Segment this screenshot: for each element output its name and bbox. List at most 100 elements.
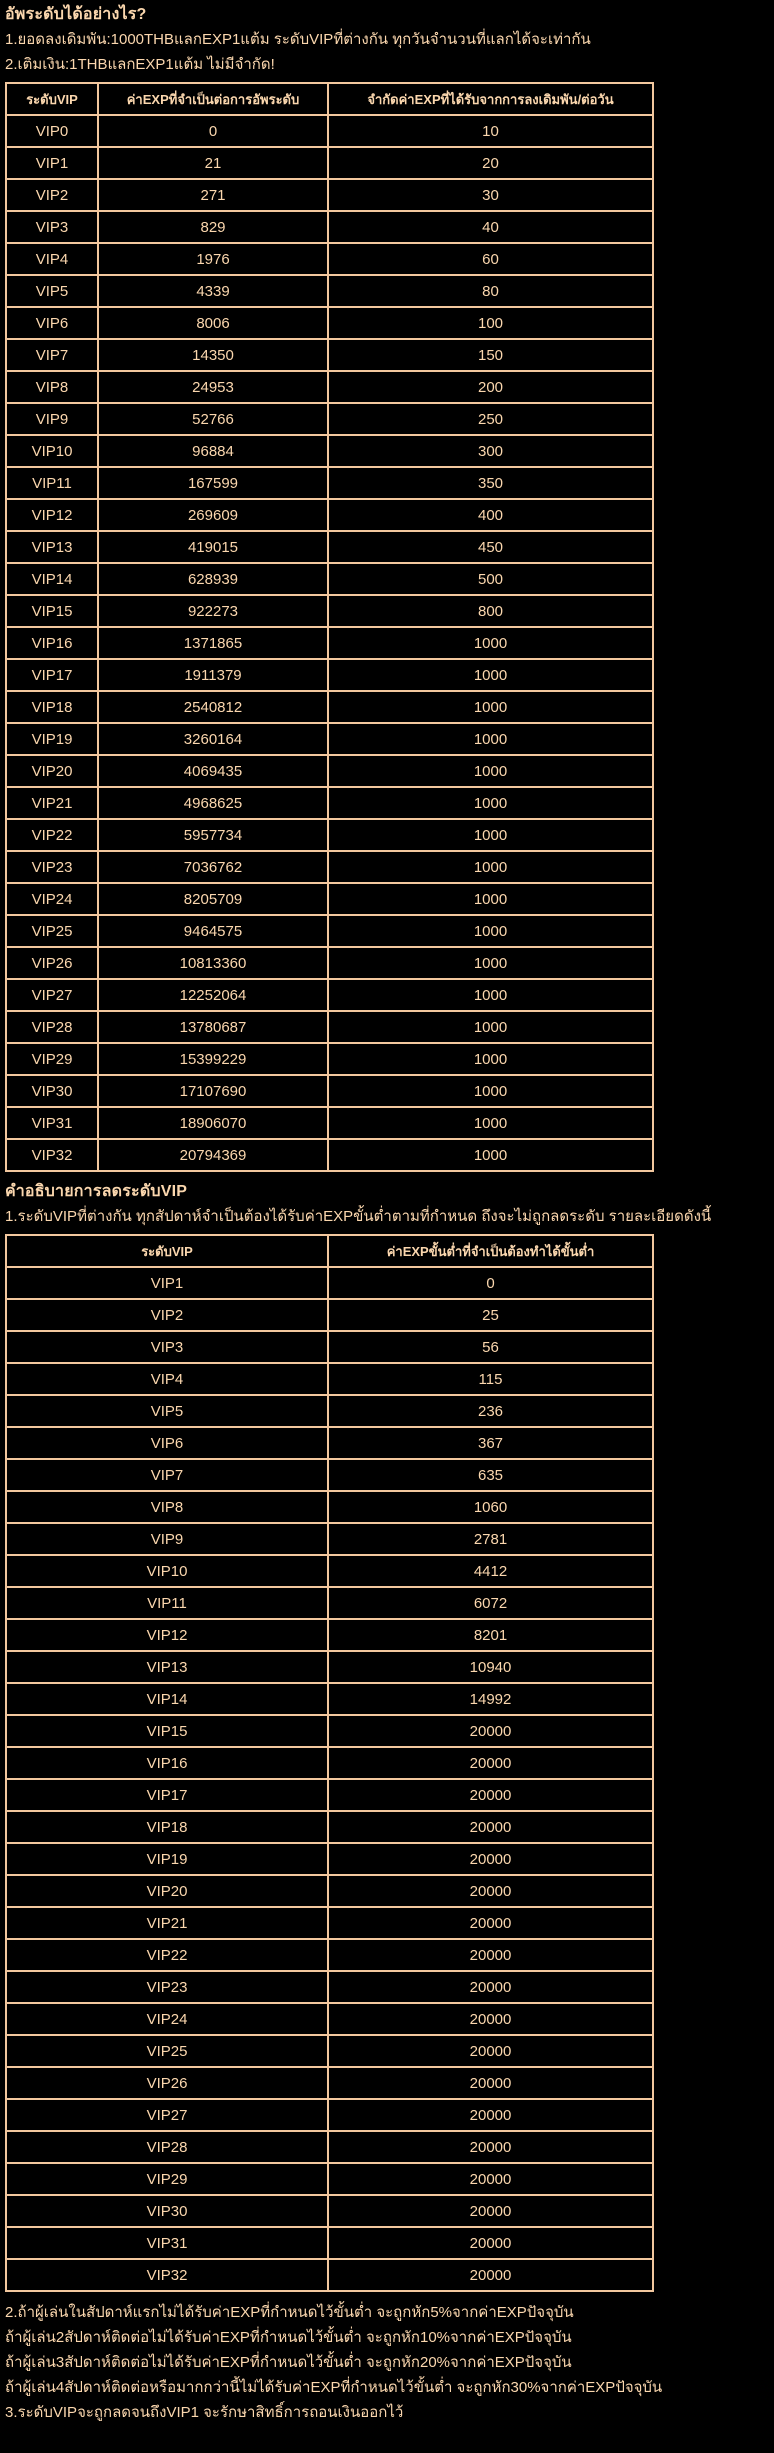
table-cell: 8201 (327, 1618, 654, 1652)
table-cell: 150 (327, 338, 654, 372)
table-cell: 20000 (327, 2130, 654, 2164)
table-row: VIP18 2540812 1000 (5, 690, 654, 724)
table-cell: 12252064 (97, 978, 329, 1012)
table-row: VIP19 20000 (5, 1842, 654, 1876)
demotion-penalty-text: 2.ถ้าผู้เล่นในสัปดาห์แรกไม่ได้รับค่าEXPท… (5, 2300, 769, 2425)
how-to-level-up-text: 1.ยอดลงเดิมพัน:1000THBแลกEXP1แต้ม ระดับV… (5, 27, 769, 77)
demotion-heading: คำอธิบายการลดระดับVIP (5, 1183, 188, 1200)
table-cell: VIP2 (5, 178, 99, 212)
table-cell: 1000 (327, 1042, 654, 1076)
table-row: VIP29 15399229 1000 (5, 1042, 654, 1076)
table-row: VIP14 628939 500 (5, 562, 654, 596)
table-cell: 829 (97, 210, 329, 244)
table-cell: VIP20 (5, 754, 99, 788)
table-row: VIP13 10940 (5, 1650, 654, 1684)
table-cell: VIP23 (5, 1970, 329, 2004)
table-cell: VIP26 (5, 946, 99, 980)
table-row: VIP23 7036762 1000 (5, 850, 654, 884)
table-cell: 10813360 (97, 946, 329, 980)
table-cell: 450 (327, 530, 654, 564)
table-row: VIP7 14350 150 (5, 338, 654, 372)
table-row: VIP24 8205709 1000 (5, 882, 654, 916)
table-cell: VIP16 (5, 1746, 329, 1780)
table-cell: 17107690 (97, 1074, 329, 1108)
table-cell: 20000 (327, 2258, 654, 2292)
table-cell: 20000 (327, 1746, 654, 1780)
table-cell: VIP6 (5, 1426, 329, 1460)
table-cell: VIP17 (5, 1778, 329, 1812)
table-cell: VIP22 (5, 818, 99, 852)
table-cell: VIP2 (5, 1298, 329, 1332)
table-cell: 80 (327, 274, 654, 308)
text-line: ถ้าผู้เล่น3สัปดาห์ติดต่อไม่ได้รับค่าEXPท… (5, 2354, 572, 2371)
table-cell: 4412 (327, 1554, 654, 1588)
table-cell: VIP6 (5, 306, 99, 340)
table-row: VIP4 1976 60 (5, 242, 654, 276)
text-line: 3.ระดับVIPจะถูกลดจนถึงVIP1 จะรักษาสิทธิ์… (5, 2404, 404, 2421)
table-cell: VIP9 (5, 402, 99, 436)
table-row: VIP10 96884 300 (5, 434, 654, 468)
table-cell: VIP28 (5, 2130, 329, 2164)
table-cell: VIP10 (5, 1554, 329, 1588)
table-cell: 20 (327, 146, 654, 180)
table-cell: VIP15 (5, 594, 99, 628)
table-cell: 0 (97, 114, 329, 148)
table-cell: 4069435 (97, 754, 329, 788)
vip-retention-table: ระดับVIP ค่าEXPขั้นต่ำที่จำเป็นต้องทำได้ข… (5, 1234, 654, 2292)
table-cell: 1060 (327, 1490, 654, 1524)
table-row: VIP29 20000 (5, 2162, 654, 2196)
table-header-row: ระดับVIP ค่าEXPขั้นต่ำที่จำเป็นต้องทำได้ข… (5, 1234, 654, 1268)
table-row: VIP28 20000 (5, 2130, 654, 2164)
table-row: VIP26 20000 (5, 2066, 654, 2100)
table-row: VIP12 269609 400 (5, 498, 654, 532)
table-cell: 18906070 (97, 1106, 329, 1140)
table-row: VIP27 20000 (5, 2098, 654, 2132)
table-row: VIP11 167599 350 (5, 466, 654, 500)
table-cell: VIP27 (5, 978, 99, 1012)
table-cell: 9464575 (97, 914, 329, 948)
table-cell: 40 (327, 210, 654, 244)
table-cell: 20000 (327, 2002, 654, 2036)
table-row: VIP32 20794369 1000 (5, 1138, 654, 1172)
table-cell: VIP24 (5, 2002, 329, 2036)
table-cell: 13780687 (97, 1010, 329, 1044)
table-cell: VIP22 (5, 1938, 329, 1972)
table-cell: 10 (327, 114, 654, 148)
table-cell: 500 (327, 562, 654, 596)
table-cell: 30 (327, 178, 654, 212)
table-row: VIP16 20000 (5, 1746, 654, 1780)
table-cell: VIP21 (5, 786, 99, 820)
table-cell: VIP14 (5, 562, 99, 596)
table-cell: 14350 (97, 338, 329, 372)
table-header-row: ระดับVIP ค่าEXPที่จำเป็นต่อการอัพระดับ จำก… (5, 82, 654, 116)
table-row: VIP18 20000 (5, 1810, 654, 1844)
table-cell: 5957734 (97, 818, 329, 852)
table-cell: 20000 (327, 2098, 654, 2132)
table-cell: VIP24 (5, 882, 99, 916)
table-row: VIP1 0 (5, 1266, 654, 1300)
table-cell: VIP19 (5, 1842, 329, 1876)
table-cell: VIP29 (5, 2162, 329, 2196)
table-cell: 25 (327, 1298, 654, 1332)
table-cell: VIP7 (5, 1458, 329, 1492)
table-row: VIP5 4339 80 (5, 274, 654, 308)
table-row: VIP22 20000 (5, 1938, 654, 1972)
table-cell: 635 (327, 1458, 654, 1492)
column-header: ระดับVIP (5, 82, 99, 116)
table-cell: 367 (327, 1426, 654, 1460)
table-row: VIP6 8006 100 (5, 306, 654, 340)
table-row: VIP26 10813360 1000 (5, 946, 654, 980)
text-line: ถ้าผู้เล่น4สัปดาห์ติดต่อหรือมากกว่านี้ไม… (5, 2379, 663, 2396)
table-cell: 1000 (327, 754, 654, 788)
table-cell: 56 (327, 1330, 654, 1364)
table-row: VIP19 3260164 1000 (5, 722, 654, 756)
table-cell: VIP19 (5, 722, 99, 756)
table-cell: 24953 (97, 370, 329, 404)
column-header: ค่าEXPขั้นต่ำที่จำเป็นต้องทำได้ขั้นต่ำ (327, 1234, 654, 1268)
table-cell: VIP15 (5, 1714, 329, 1748)
table-cell: 1000 (327, 626, 654, 660)
table-row: VIP10 4412 (5, 1554, 654, 1588)
text-line: ถ้าผู้เล่น2สัปดาห์ติดต่อไม่ได้รับค่าEXPท… (5, 2329, 572, 2346)
table-row: VIP23 20000 (5, 1970, 654, 2004)
